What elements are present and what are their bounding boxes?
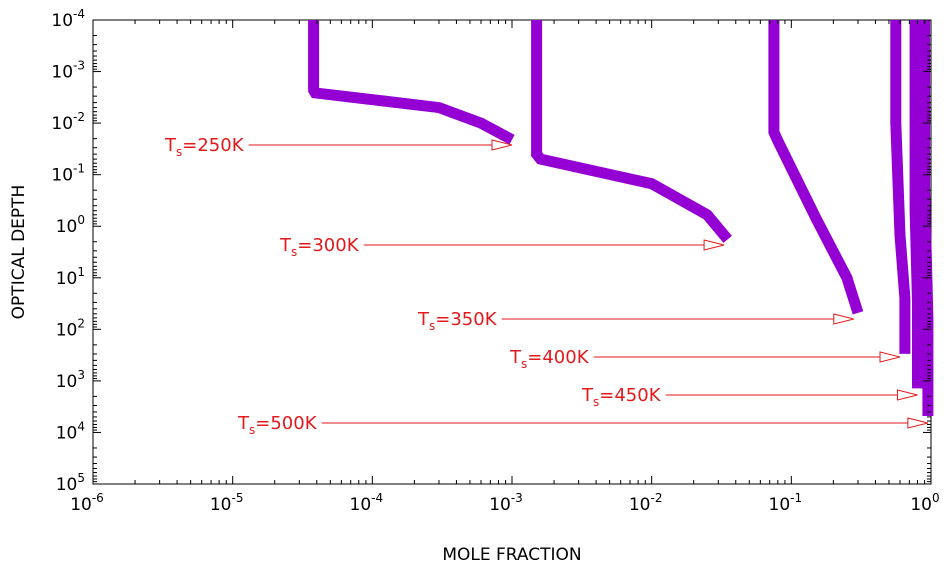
y-tick-label: 10-3 bbox=[51, 59, 85, 83]
annotation-label: Ts=400K bbox=[509, 347, 590, 371]
x-tick-label: 10-4 bbox=[350, 491, 384, 515]
series-line-4 bbox=[890, 20, 911, 354]
y-tick-label: 102 bbox=[56, 316, 85, 340]
annotation-arrowhead bbox=[879, 351, 901, 363]
annotation-1: Ts=250K bbox=[164, 135, 513, 159]
series-line-6 bbox=[919, 20, 934, 416]
y-tick-label: 104 bbox=[56, 419, 85, 443]
x-tick-label: 10-3 bbox=[489, 491, 523, 515]
annotation-2: Ts=300K bbox=[279, 235, 725, 259]
y-tick-label: 10-1 bbox=[51, 162, 85, 186]
series-line-1 bbox=[308, 20, 515, 145]
annotation-layer: Ts=250K Ts=300K Ts=350K Ts=400K Ts=450K Ts=50… bbox=[164, 135, 929, 437]
annotation-arrowhead bbox=[896, 389, 918, 401]
series-line-2 bbox=[531, 20, 732, 243]
y-axis-label: OPTICAL DEPTH bbox=[9, 185, 29, 320]
x-tick-label: 100 bbox=[910, 491, 939, 515]
x-tick-label: 10-6 bbox=[70, 491, 104, 515]
tick-layer: 10-6 10-5 10-4 10-3 10-2 10-1 100 10-4 10-3 10-2 1… bbox=[51, 7, 939, 515]
x-tick-label: 10-5 bbox=[210, 491, 244, 515]
y-tick-label: 101 bbox=[56, 265, 85, 289]
annotation-4: Ts=400K bbox=[509, 347, 901, 371]
annotation-arrowhead bbox=[703, 239, 725, 251]
annotation-5: Ts=450K bbox=[581, 385, 918, 409]
y-tick-label: 105 bbox=[56, 471, 85, 495]
x-axis-label: MOLE FRACTION bbox=[442, 545, 581, 565]
y-tick-label: 100 bbox=[56, 213, 85, 237]
annotation-label: Ts=500K bbox=[237, 413, 318, 437]
x-tick-label: 10-1 bbox=[769, 491, 803, 515]
annotation-label: Ts=300K bbox=[279, 235, 360, 259]
annotation-arrowhead bbox=[491, 139, 513, 151]
y-tick-label: 10-2 bbox=[51, 110, 85, 134]
series-line-5 bbox=[909, 20, 923, 389]
y-tick-label: 10-4 bbox=[51, 7, 85, 31]
annotation-3: Ts=350K bbox=[417, 309, 854, 333]
annotation-6: Ts=500K bbox=[237, 413, 929, 437]
annotation-label: Ts=450K bbox=[581, 385, 662, 409]
series-layer bbox=[308, 20, 934, 416]
annotation-label: Ts=350K bbox=[417, 309, 498, 333]
x-tick-label: 10-2 bbox=[629, 491, 663, 515]
series-line-3 bbox=[768, 20, 864, 315]
plot-frame bbox=[92, 19, 932, 485]
y-tick-label: 103 bbox=[56, 368, 85, 392]
annotation-arrowhead bbox=[833, 313, 854, 325]
annotation-label: Ts=250K bbox=[164, 135, 245, 159]
annotation-arrowhead bbox=[907, 417, 929, 429]
